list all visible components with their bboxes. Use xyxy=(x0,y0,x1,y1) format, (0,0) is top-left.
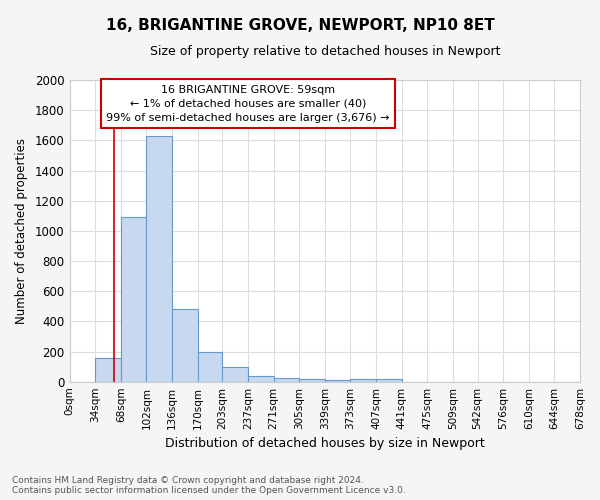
Text: 16 BRIGANTINE GROVE: 59sqm
← 1% of detached houses are smaller (40)
99% of semi-: 16 BRIGANTINE GROVE: 59sqm ← 1% of detac… xyxy=(106,84,390,122)
Bar xyxy=(223,366,248,382)
Bar xyxy=(121,218,146,382)
Bar xyxy=(146,136,172,382)
X-axis label: Distribution of detached houses by size in Newport: Distribution of detached houses by size … xyxy=(165,437,485,450)
Title: Size of property relative to detached houses in Newport: Size of property relative to detached ho… xyxy=(149,45,500,58)
Bar xyxy=(197,352,223,382)
Text: Contains HM Land Registry data © Crown copyright and database right 2024.
Contai: Contains HM Land Registry data © Crown c… xyxy=(12,476,406,495)
Bar xyxy=(248,376,274,382)
Y-axis label: Number of detached properties: Number of detached properties xyxy=(15,138,28,324)
Bar xyxy=(376,378,401,382)
Bar xyxy=(95,358,121,382)
Bar xyxy=(325,380,350,382)
Bar xyxy=(274,378,299,382)
Bar xyxy=(172,310,197,382)
Text: 16, BRIGANTINE GROVE, NEWPORT, NP10 8ET: 16, BRIGANTINE GROVE, NEWPORT, NP10 8ET xyxy=(106,18,494,32)
Bar xyxy=(350,380,376,382)
Bar xyxy=(299,380,325,382)
